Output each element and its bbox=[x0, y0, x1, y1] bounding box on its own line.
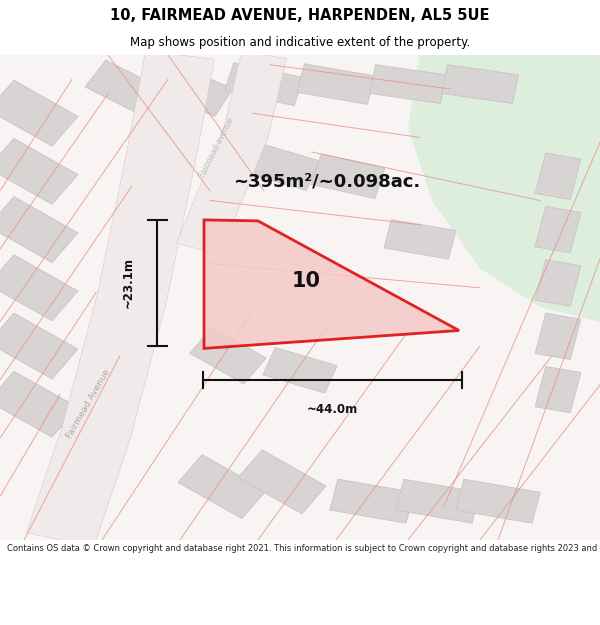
Bar bbox=[0, 138, 78, 204]
Bar bbox=[311, 154, 385, 198]
Bar bbox=[330, 479, 414, 523]
Polygon shape bbox=[176, 52, 286, 255]
Bar bbox=[535, 206, 581, 252]
Bar bbox=[244, 142, 320, 191]
Bar bbox=[238, 450, 326, 514]
Bar bbox=[442, 65, 518, 104]
Bar bbox=[224, 62, 304, 106]
Bar bbox=[0, 371, 78, 437]
Text: ~395m²/~0.098ac.: ~395m²/~0.098ac. bbox=[233, 172, 421, 190]
Bar bbox=[297, 64, 375, 104]
Bar bbox=[396, 479, 480, 523]
Text: ~23.1m: ~23.1m bbox=[122, 258, 135, 309]
Text: 10, FAIRMEAD AVENUE, HARPENDEN, AL5 5UE: 10, FAIRMEAD AVENUE, HARPENDEN, AL5 5UE bbox=[110, 8, 490, 23]
Text: Map shows position and indicative extent of the property.: Map shows position and indicative extent… bbox=[130, 36, 470, 49]
Bar bbox=[0, 80, 78, 146]
Bar bbox=[0, 255, 78, 321]
Bar bbox=[535, 260, 581, 306]
Bar bbox=[0, 197, 78, 262]
Bar bbox=[456, 479, 540, 523]
Bar bbox=[370, 65, 446, 104]
Bar bbox=[0, 313, 78, 379]
Bar bbox=[384, 219, 456, 259]
Bar bbox=[85, 60, 167, 118]
Bar bbox=[263, 348, 337, 393]
Text: Fairmead avenue: Fairmead avenue bbox=[198, 116, 236, 179]
Text: Fairmead Avenue: Fairmead Avenue bbox=[65, 368, 112, 441]
Polygon shape bbox=[204, 220, 459, 348]
Text: Contains OS data © Crown copyright and database right 2021. This information is : Contains OS data © Crown copyright and d… bbox=[7, 544, 600, 553]
Bar bbox=[190, 328, 266, 384]
Bar bbox=[178, 454, 266, 519]
Bar bbox=[535, 313, 581, 359]
Polygon shape bbox=[26, 51, 214, 548]
Polygon shape bbox=[408, 55, 600, 322]
Bar bbox=[151, 61, 233, 116]
Text: ~44.0m: ~44.0m bbox=[307, 402, 358, 416]
Bar bbox=[535, 153, 581, 199]
Bar bbox=[535, 366, 581, 413]
Text: 10: 10 bbox=[292, 271, 320, 291]
